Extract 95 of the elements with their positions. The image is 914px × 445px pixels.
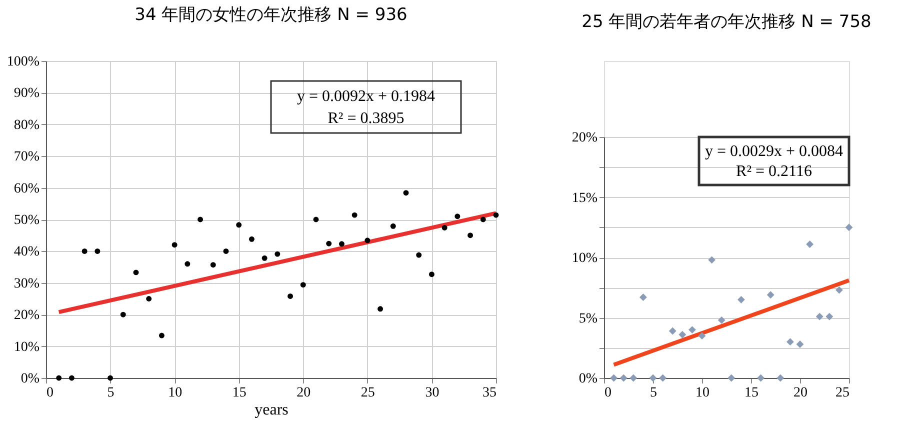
point [146,296,152,302]
point [698,332,706,340]
x-tick-label: 30 [425,386,440,400]
point [184,261,190,267]
point [416,252,422,258]
point [718,316,726,324]
y-tick-label: 5% [578,311,598,326]
y-tick-label: 20% [572,130,598,146]
point [108,375,114,381]
annotation: R² = 0.3895 [328,110,404,127]
point [786,338,794,346]
point [338,241,344,247]
point [262,255,268,261]
y-tick-label: 30% [14,276,40,292]
y-tick-label: 60% [14,181,40,196]
y-tick-label: 15% [572,190,598,206]
y-tick-label: 90% [14,86,40,102]
point [639,294,647,301]
x-tick-label: 25 [836,386,850,400]
y-tick-label: 10% [572,251,598,266]
point [480,216,486,222]
point [668,327,676,335]
point [610,374,618,382]
x-tick-label: 15 [744,386,758,400]
point [300,282,306,288]
point [133,270,139,276]
point [120,312,126,318]
point [56,375,62,381]
point [364,238,370,244]
point [659,374,667,382]
point [630,374,638,382]
point [468,232,474,238]
x-tick-label: 10 [696,386,710,400]
annotation: y = 0.0092x + 0.1984 [296,88,436,105]
point [678,330,686,338]
point [835,286,843,294]
x-tick-label: 5 [650,386,657,400]
point [826,312,834,320]
point [442,225,448,230]
point [198,216,204,222]
y-tick-label: 0% [20,372,40,386]
point [816,312,824,320]
point [757,374,765,382]
x-axis-title: years [254,402,288,418]
y-tick-label: 10% [14,340,40,355]
point [236,222,242,228]
x-tick-label: 10 [168,386,182,400]
y-tick-label: 70% [14,150,40,165]
point [352,212,358,218]
x-tick-label: 5 [107,386,114,400]
y-tick-label: 50% [14,213,40,228]
annotation: R² = 0.2116 [736,163,812,180]
annotation: y = 0.0029x + 0.0084 [704,143,844,160]
point [158,332,164,338]
point [313,216,319,222]
point [82,248,88,254]
x-tick-label: 0 [604,386,612,400]
point [172,242,178,248]
point [649,374,657,382]
x-tick-label: 15 [232,386,246,400]
point [210,262,216,268]
point [454,214,460,220]
point [274,251,280,257]
y-tick-label: 100% [6,54,40,70]
point [845,224,853,232]
point [378,306,384,312]
point [688,326,696,334]
point [94,248,100,254]
y-tick-label: 0% [578,372,598,386]
point [728,374,736,382]
x-tick-label: 25 [360,386,375,400]
point [776,374,784,382]
y-tick-label: 40% [14,244,40,260]
chart-title: 34 年間の女性の年次推移 N = 936 [134,5,408,25]
point [766,291,774,299]
x-tick-label: 20 [296,386,311,400]
y-tick-label: 80% [14,118,40,133]
point [620,374,628,382]
point [68,375,74,381]
point [403,190,409,196]
x-tick-label: 20 [794,386,808,400]
point [390,223,396,229]
point [806,240,814,248]
point [248,236,254,242]
y-tick-label: 20% [14,308,40,324]
point [223,248,229,254]
point [428,272,434,278]
point [326,240,332,246]
x-tick-label: 0 [46,386,54,400]
point [493,212,499,218]
point [737,296,745,304]
chart-title: 25 年間の若年者の年次推移 N = 758 [582,12,872,32]
point [708,256,716,264]
x-tick-label: 35 [482,386,496,400]
point [288,293,294,299]
